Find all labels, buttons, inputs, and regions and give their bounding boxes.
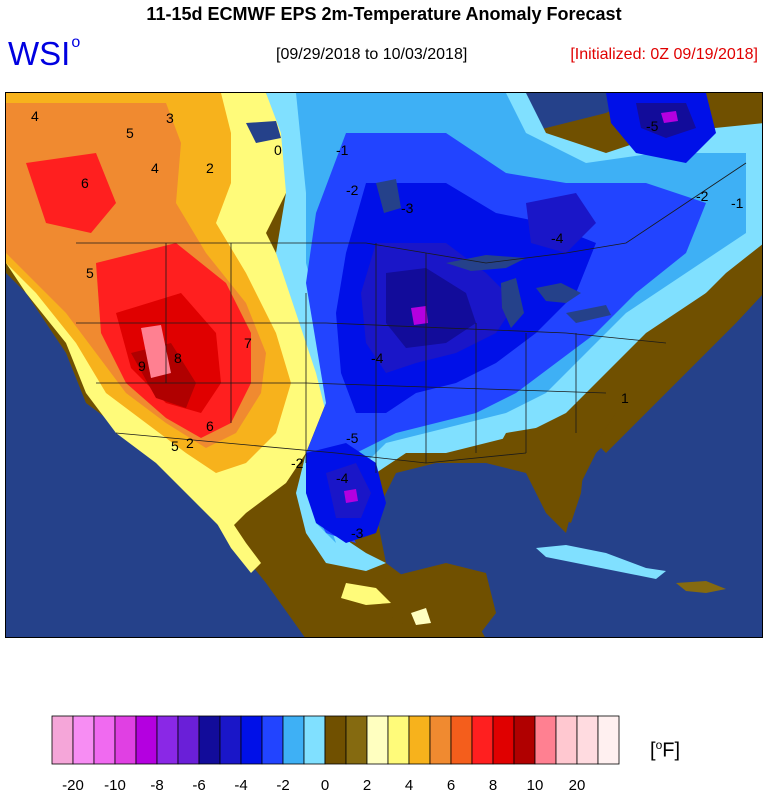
contour-labels: 4 5 3 6 4 2 5 9 8 7 6 5 0 -1 -2 -3 -4 -5… (31, 108, 744, 541)
contour-label: -4 (336, 470, 349, 486)
legend-swatch (597, 715, 620, 765)
legend-swatch (492, 715, 515, 765)
contour-label: 7 (244, 335, 252, 351)
forecast-date-range: [09/29/2018 to 10/03/2018] (276, 46, 468, 63)
legend-swatch (198, 715, 221, 765)
contour-label: 1 (621, 390, 629, 406)
contour-label: -4 (551, 230, 564, 246)
legend-tick-label: 20 (569, 777, 586, 794)
legend-swatch (135, 715, 158, 765)
contour-label: -2 (696, 188, 709, 204)
contour-label: -1 (336, 142, 349, 158)
legend-swatch (72, 715, 95, 765)
legend-swatch (261, 715, 284, 765)
initialized-time: [Initialized: 0Z 09/19/2018] (570, 46, 758, 63)
contour-label: 3 (166, 110, 174, 126)
color-legend: -20 -10 -8 -6 -4 -2 0 2 4 6 8 10 20 (0, 714, 768, 798)
legend-swatch (219, 715, 242, 765)
legend-swatch (324, 715, 347, 765)
contour-label: 6 (206, 418, 214, 434)
legend-tick-label: 6 (447, 777, 455, 794)
map-svg: 4 5 3 6 4 2 5 9 8 7 6 5 0 -1 -2 -3 -4 -5… (6, 93, 762, 637)
legend-tick-label: -10 (104, 777, 126, 794)
legend-tick-label: 2 (363, 777, 371, 794)
legend-swatch (114, 715, 137, 765)
map-title: 11-15d ECMWF EPS 2m-Temperature Anomaly … (146, 4, 622, 24)
legend-swatch (429, 715, 452, 765)
legend-tick-label: -2 (276, 777, 289, 794)
contour-label: -5 (646, 118, 659, 134)
legend-swatch (51, 715, 74, 765)
warm-anomaly (6, 93, 326, 533)
logo-mark: o (71, 34, 81, 51)
legend-swatch (282, 715, 305, 765)
contour-label: 2 (186, 435, 194, 451)
contour-label: 5 (126, 125, 134, 141)
legend-tick-label: -20 (62, 777, 84, 794)
contour-label: 2 (206, 160, 214, 176)
temperature-anomaly-map: 4 5 3 6 4 2 5 9 8 7 6 5 0 -1 -2 -3 -4 -5… (5, 92, 763, 638)
contour-label: -5 (346, 430, 359, 446)
contour-label: 4 (151, 160, 159, 176)
east-coast-neutral (306, 244, 762, 637)
contour-label: -2 (291, 455, 304, 471)
cuba (536, 545, 666, 579)
legend-swatch (345, 715, 368, 765)
legend-tick-label: 4 (405, 777, 413, 794)
legend-tick-label: -6 (192, 777, 205, 794)
legend-swatch (408, 715, 431, 765)
hispaniola (676, 581, 726, 593)
logo-text: WSI (8, 35, 71, 72)
legend-swatch (555, 715, 578, 765)
contour-label: 0 (274, 142, 282, 158)
legend-swatch (366, 715, 389, 765)
legend-swatch (534, 715, 557, 765)
contour-label: 6 (81, 175, 89, 191)
legend-swatch (471, 715, 494, 765)
legend-swatch (303, 715, 326, 765)
legend-unit: [oF] (650, 738, 681, 762)
wsi-logo: WSIo (8, 34, 80, 73)
legend-swatch (450, 715, 473, 765)
cold-anomaly (306, 93, 716, 543)
contour-label: -3 (351, 525, 364, 541)
legend-tick-label: 8 (489, 777, 497, 794)
legend-swatch (513, 715, 536, 765)
legend-tick-label: -8 (150, 777, 163, 794)
contour-label: 5 (171, 438, 179, 454)
legend-swatch (177, 715, 200, 765)
legend-tick-label: -4 (234, 777, 247, 794)
legend-tick-label: 0 (321, 777, 329, 794)
contour-label: -1 (731, 195, 744, 211)
contour-label: -3 (401, 200, 414, 216)
contour-label: -4 (371, 350, 384, 366)
legend-swatch (387, 715, 410, 765)
legend-swatch (156, 715, 179, 765)
legend-swatch (240, 715, 263, 765)
boundaries (76, 162, 747, 473)
contour-label: 9 (138, 358, 146, 374)
legend-swatch (576, 715, 599, 765)
legend-tick-label: 10 (527, 777, 544, 794)
contour-label: -2 (346, 182, 359, 198)
contour-label: 5 (86, 265, 94, 281)
legend-swatch (93, 715, 116, 765)
contour-label: 8 (174, 350, 182, 366)
legend-svg: -20 -10 -8 -6 -4 -2 0 2 4 6 8 10 20 (51, 715, 620, 794)
contour-label: 4 (31, 108, 39, 124)
